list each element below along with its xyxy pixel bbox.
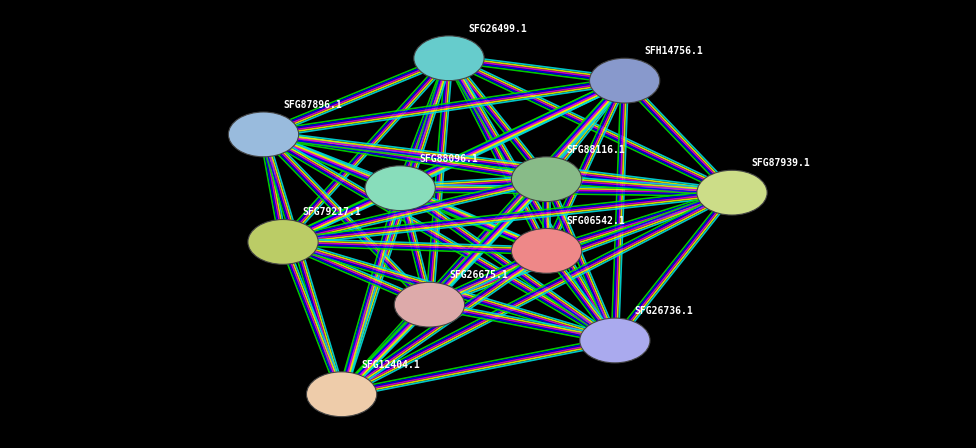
Text: SFH14756.1: SFH14756.1: [644, 46, 703, 56]
Text: SFG87939.1: SFG87939.1: [752, 158, 810, 168]
Text: SFG88096.1: SFG88096.1: [420, 154, 478, 164]
Text: SFG26499.1: SFG26499.1: [468, 24, 527, 34]
Ellipse shape: [580, 318, 650, 363]
Ellipse shape: [365, 166, 435, 211]
Ellipse shape: [697, 170, 767, 215]
Ellipse shape: [248, 220, 318, 264]
Text: SFG26736.1: SFG26736.1: [634, 306, 693, 316]
Ellipse shape: [228, 112, 299, 157]
Text: SFG06542.1: SFG06542.1: [566, 216, 625, 226]
Text: SFG87896.1: SFG87896.1: [283, 100, 342, 110]
Ellipse shape: [414, 36, 484, 81]
Ellipse shape: [394, 282, 465, 327]
Ellipse shape: [511, 157, 582, 202]
Text: SFG12404.1: SFG12404.1: [361, 360, 420, 370]
Text: SFG88116.1: SFG88116.1: [566, 145, 625, 155]
Ellipse shape: [306, 372, 377, 417]
Text: SFG79217.1: SFG79217.1: [303, 207, 361, 217]
Ellipse shape: [511, 228, 582, 273]
Text: SFG26675.1: SFG26675.1: [449, 270, 508, 280]
Ellipse shape: [590, 58, 660, 103]
